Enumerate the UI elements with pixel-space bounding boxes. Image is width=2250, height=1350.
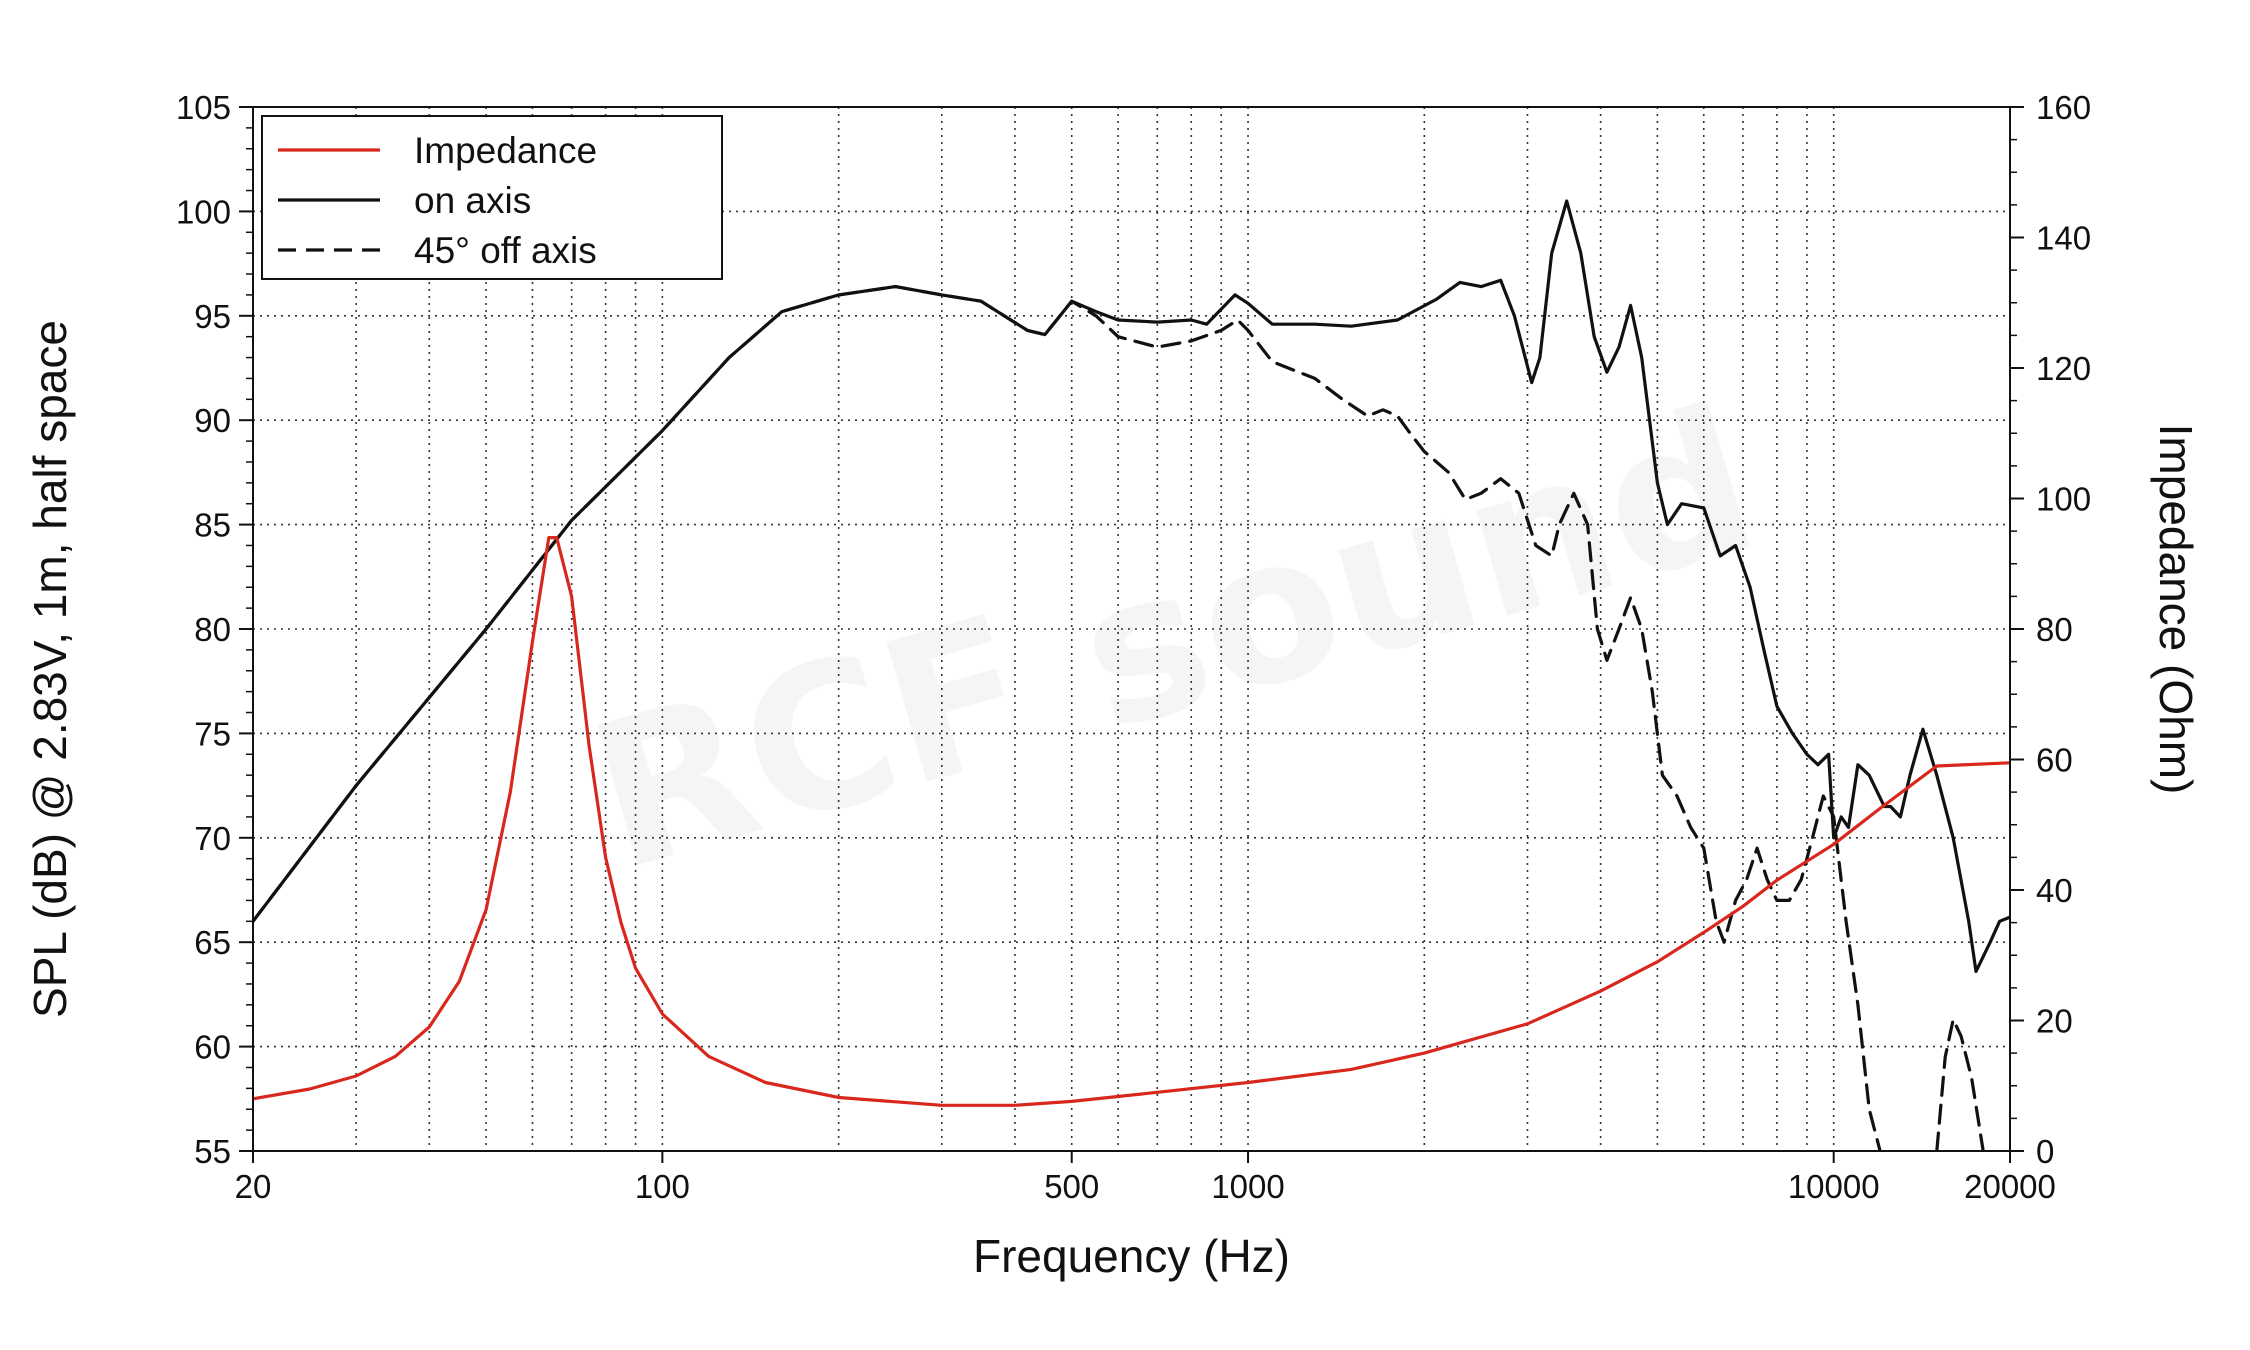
y2-axis-label: Impedance (Ohm) <box>2150 424 2202 795</box>
legend-label: Impedance <box>414 130 597 171</box>
y-tick-label: 60 <box>194 1029 231 1066</box>
y-tick-label: 55 <box>194 1133 231 1170</box>
x-tick-label: 20000 <box>1964 1168 2056 1205</box>
grid <box>253 107 2010 1151</box>
ticks: 55 60 65 70 75 80 85 90 95 100 105 0 20 40 60 80 100 120 1… <box>176 89 2091 1205</box>
y2-tick-label: 160 <box>2036 89 2091 126</box>
series-line-45-off-axis-segment <box>1935 1017 1985 1151</box>
y2-tick-label: 140 <box>2036 220 2091 257</box>
y2-tick-label: 80 <box>2036 611 2073 648</box>
y-tick-label: 100 <box>176 193 231 230</box>
y2-tick-label: 40 <box>2036 872 2073 909</box>
y-tick-label: 95 <box>194 298 231 335</box>
x-tick-label: 20 <box>235 1168 272 1205</box>
y-tick-label: 80 <box>194 611 231 648</box>
y-tick-label: 75 <box>194 715 231 752</box>
x-axis-label: Frequency (Hz) <box>973 1230 1290 1282</box>
legend-label: 45° off axis <box>414 230 597 271</box>
legend-box <box>261 115 723 280</box>
y-tick-label: 70 <box>194 820 231 857</box>
x-tick-label: 100 <box>635 1168 690 1205</box>
series-line-impedance <box>253 536 2010 1107</box>
series-line-45-off-axis <box>253 285 1882 1151</box>
y2-tick-label: 60 <box>2036 742 2073 779</box>
series-layer <box>253 199 2010 1151</box>
y2-tick-label: 20 <box>2036 1003 2073 1040</box>
x-tick-label: 500 <box>1044 1168 1099 1205</box>
y-tick-label: 105 <box>176 89 231 126</box>
y-axis-label: SPL (dB) @ 2.83V, 1m, half space <box>24 320 76 1018</box>
legend-label: on axis <box>414 180 531 221</box>
y2-tick-label: 100 <box>2036 481 2091 518</box>
y-tick-label: 65 <box>194 924 231 961</box>
y2-tick-label: 0 <box>2036 1133 2054 1170</box>
x-tick-label: 10000 <box>1788 1168 1880 1205</box>
y2-tick-label: 120 <box>2036 350 2091 387</box>
watermark: RCF sound <box>569 364 1778 916</box>
y-tick-label: 85 <box>194 507 231 544</box>
y-tick-label: 90 <box>194 402 231 439</box>
x-tick-label: 1000 <box>1211 1168 1284 1205</box>
legend: Impedance on axis 45° off axis <box>261 115 723 280</box>
